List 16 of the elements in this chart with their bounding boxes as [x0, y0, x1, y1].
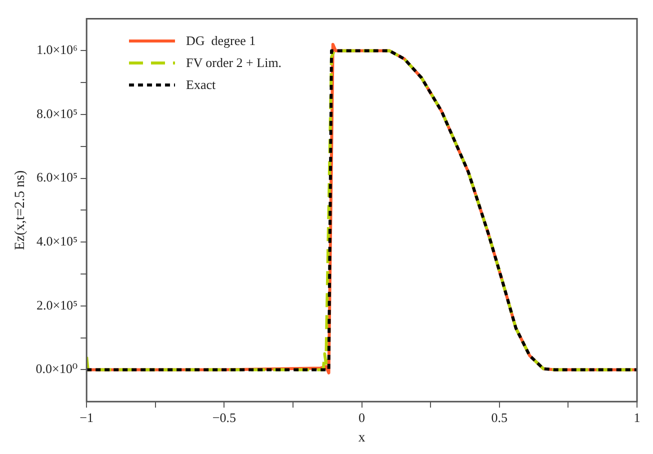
x-tick-label: −0.5: [212, 410, 236, 425]
y-tick-label: 8.0×10⁵: [36, 106, 78, 121]
y-tick-label: 6.0×10⁵: [36, 170, 78, 185]
x-tick-label: −1: [80, 410, 94, 425]
y-tick-label: 2.0×10⁵: [36, 297, 78, 312]
legend-label: DG degree 1: [186, 33, 256, 49]
x-axis-title: x: [358, 430, 366, 446]
x-tick-label: 1: [634, 410, 640, 425]
y-tick-label: 1.0×10⁶: [36, 42, 78, 58]
x-tick-label: 0.5: [491, 410, 508, 425]
legend-label: FV order 2 + Lim.: [186, 55, 282, 71]
x-tick-label: 0: [358, 410, 366, 425]
y-tick-label: 4.0×10⁵: [36, 234, 78, 249]
legend-label: Exact: [186, 77, 216, 93]
y-axis-title: Ez(x,t=2.5 ns): [13, 170, 28, 250]
y-tick-label: 0.0×10⁰: [36, 361, 78, 376]
